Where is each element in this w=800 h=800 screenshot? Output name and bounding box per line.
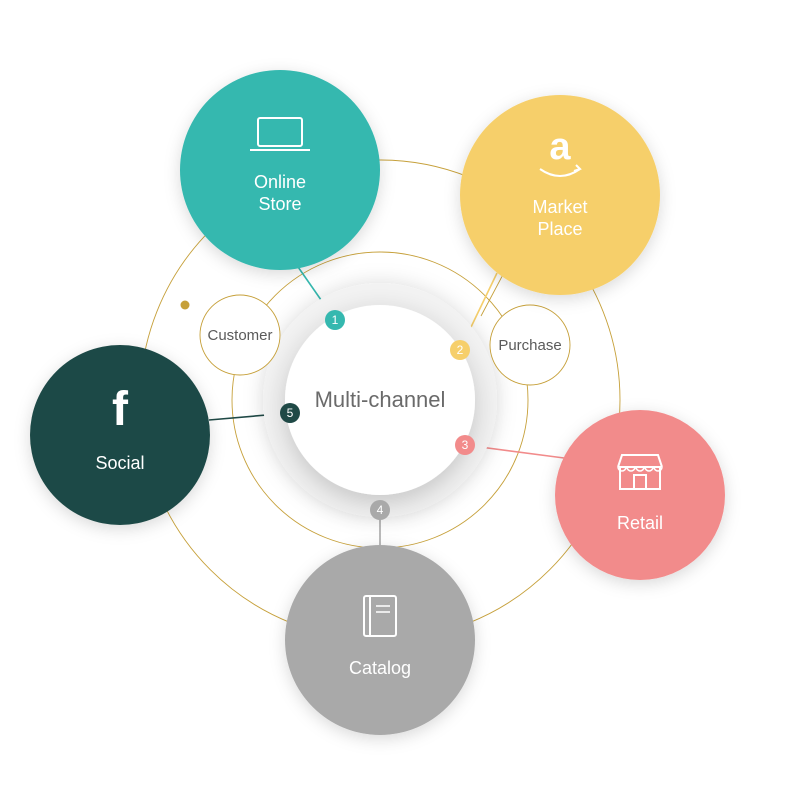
node-catalog: Catalog — [285, 545, 475, 735]
amazon-icon: a — [549, 126, 571, 168]
node-label-market-0: Market — [532, 197, 587, 217]
node-label-social-0: Social — [95, 453, 144, 473]
node-social: f Social — [30, 345, 210, 525]
facebook-icon: f — [112, 383, 129, 436]
node-label-online-0: Online — [254, 172, 306, 192]
number-badge-label-3: 3 — [462, 438, 469, 452]
sub-node-label-customer: Customer — [207, 327, 272, 344]
node-label-market-1: Place — [537, 219, 582, 239]
number-badge-label-5: 5 — [287, 406, 294, 420]
node-label-catalog-0: Catalog — [349, 658, 411, 678]
node-label-online-1: Store — [258, 194, 301, 214]
node-label-retail-0: Retail — [617, 513, 663, 533]
number-badge-label-1: 1 — [332, 313, 339, 327]
node-market: a MarketPlace — [460, 95, 660, 295]
orbit-marker-dot — [181, 301, 190, 310]
number-badge-label-4: 4 — [377, 503, 384, 517]
node-retail: Retail — [555, 410, 725, 580]
node-online: OnlineStore — [180, 70, 380, 270]
number-badge-label-2: 2 — [457, 343, 464, 357]
center-label: Multi-channel — [315, 387, 446, 412]
sub-node-label-purchase: Purchase — [498, 337, 561, 354]
